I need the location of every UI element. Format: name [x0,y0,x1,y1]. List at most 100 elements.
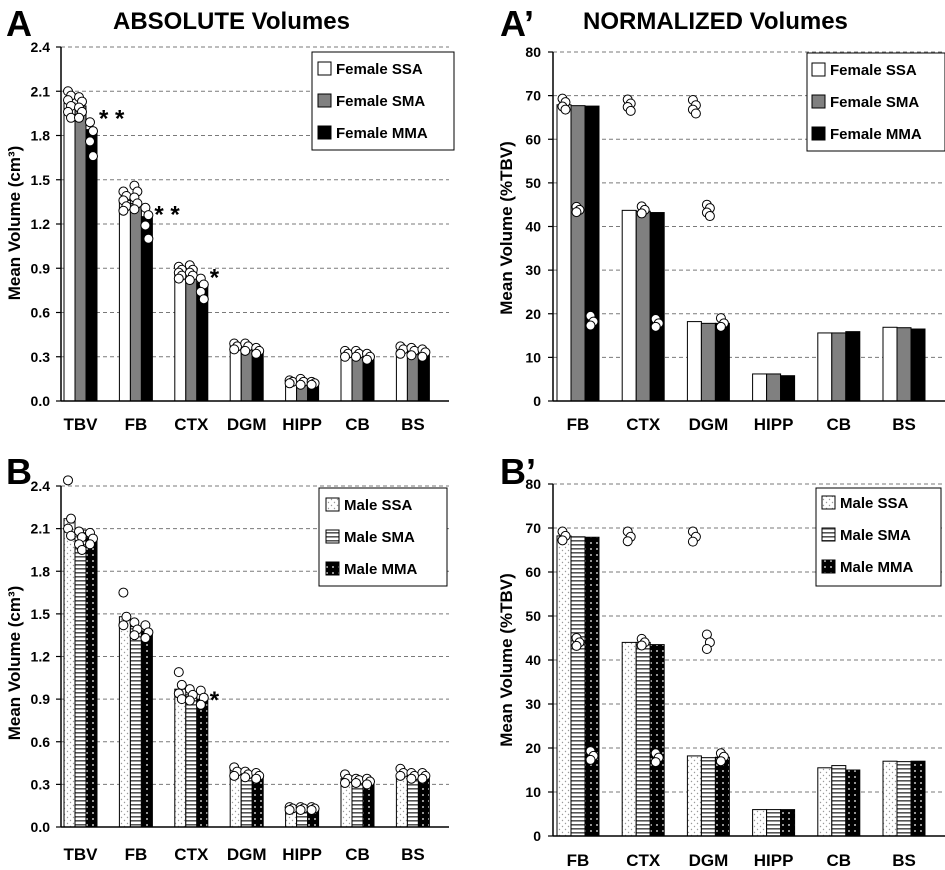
panel-b: B Mean Volume (cm³) 0.0 0.3 0.6 0.9 1.2 1.5 1.… [5,451,449,864]
x-tick-label: BS [892,415,916,434]
data-point [417,351,428,362]
legend-swatch [811,94,826,109]
data-point [306,804,317,815]
data-point [85,539,95,550]
y-tick-label: 60 [525,564,541,580]
bar [752,373,768,402]
data-point [66,513,76,524]
data-point [240,772,251,783]
bar [251,775,264,828]
bar [240,347,253,402]
y-tick-label: 80 [525,44,541,60]
significance-marker: * * [99,105,125,132]
data-point [715,321,726,332]
chart-title: NORMALIZED Volumes [583,8,848,35]
data-point [560,104,571,115]
x-tick-label: BS [401,415,425,434]
data-point [229,770,240,781]
bar [686,755,702,837]
bar [185,694,198,828]
y-tick-label: 1.2 [31,216,51,232]
legend-swatch [325,497,340,512]
axes: 0 10 20 30 40 50 60 70 80 FB CTX DGM HIPP CB BS [525,44,945,434]
legend-swatch [317,93,332,108]
y-tick-label: 0.3 [31,349,51,365]
data-point [85,136,95,147]
panel-letter: A’ [500,3,534,44]
data-point [690,108,701,119]
bar [395,773,408,828]
legend-swatch [325,561,340,576]
bar [882,326,898,402]
y-tick-label: 10 [525,349,541,365]
legend-entry: Male SMA [344,529,415,546]
x-tick-label: HIPP [282,415,322,434]
bar [174,270,187,402]
data-point [306,379,317,390]
legend-swatch [317,61,332,76]
y-tick-label: 50 [525,175,541,191]
legend: Male SSA Male SMA Male MMA [815,487,942,587]
x-tick-label: FB [567,851,590,870]
data-point [585,754,596,765]
legend: Female SSA Female SMA Female MMA [806,52,945,152]
legend-entry: Male MMA [840,559,914,576]
y-tick-label: 0.9 [31,691,51,707]
significance-marker: * [210,687,220,714]
bar [896,761,912,837]
data-point [143,233,154,244]
bar [556,104,572,402]
significance-marker: * [210,265,220,292]
data-point [173,273,184,284]
significance-marker: * * [154,201,180,228]
data-point [118,587,129,598]
data-point [704,211,715,222]
data-point [557,535,568,546]
bar [129,626,142,828]
axes: 0.0 0.3 0.6 0.9 1.2 1.5 1.8 2.1 2.4 TBV FB CTX DGM HI… [31,478,449,864]
bar [780,375,796,402]
y-tick-label: 2.4 [31,39,51,55]
bar [417,776,430,828]
x-tick-label: CB [345,415,370,434]
bar [140,216,153,402]
bar [174,688,187,828]
bar [584,105,600,402]
bar [910,760,926,837]
legend: Female SSA Female SMA Female MMA [311,51,455,151]
legend-entry: Female SMA [830,94,919,111]
bar [63,102,76,402]
x-tick-label: CTX [626,851,661,870]
bars [556,93,926,402]
y-tick-label: 80 [525,476,541,492]
legend-entry: Male SMA [840,527,911,544]
data-point [395,348,406,359]
y-tick-label: 0 [533,393,541,409]
x-tick-label: CB [345,845,370,864]
y-tick-label: 40 [525,219,541,235]
bar [406,775,419,828]
legend-swatch [325,529,340,544]
bar [831,332,847,402]
data-point [74,112,84,123]
data-point [650,757,661,768]
x-tick-label: DGM [227,845,267,864]
y-tick-label: 1.8 [31,563,51,579]
bar [556,535,572,837]
data-point [701,644,712,654]
bar [74,105,87,402]
data-point [118,205,129,216]
data-point [362,779,372,790]
x-tick-label: HIPP [754,851,794,870]
data-point [176,694,187,705]
data-point [251,348,262,359]
bar [817,767,833,837]
y-tick-label: 40 [525,652,541,668]
data-point [636,640,647,651]
bar [700,757,716,837]
data-point [340,351,350,362]
axes: 0.0 0.3 0.6 0.9 1.2 1.5 1.8 2.1 2.4 TBV FB CTX DGM HI… [31,39,449,434]
legend-box [311,51,455,151]
x-tick-label: DGM [689,851,729,870]
